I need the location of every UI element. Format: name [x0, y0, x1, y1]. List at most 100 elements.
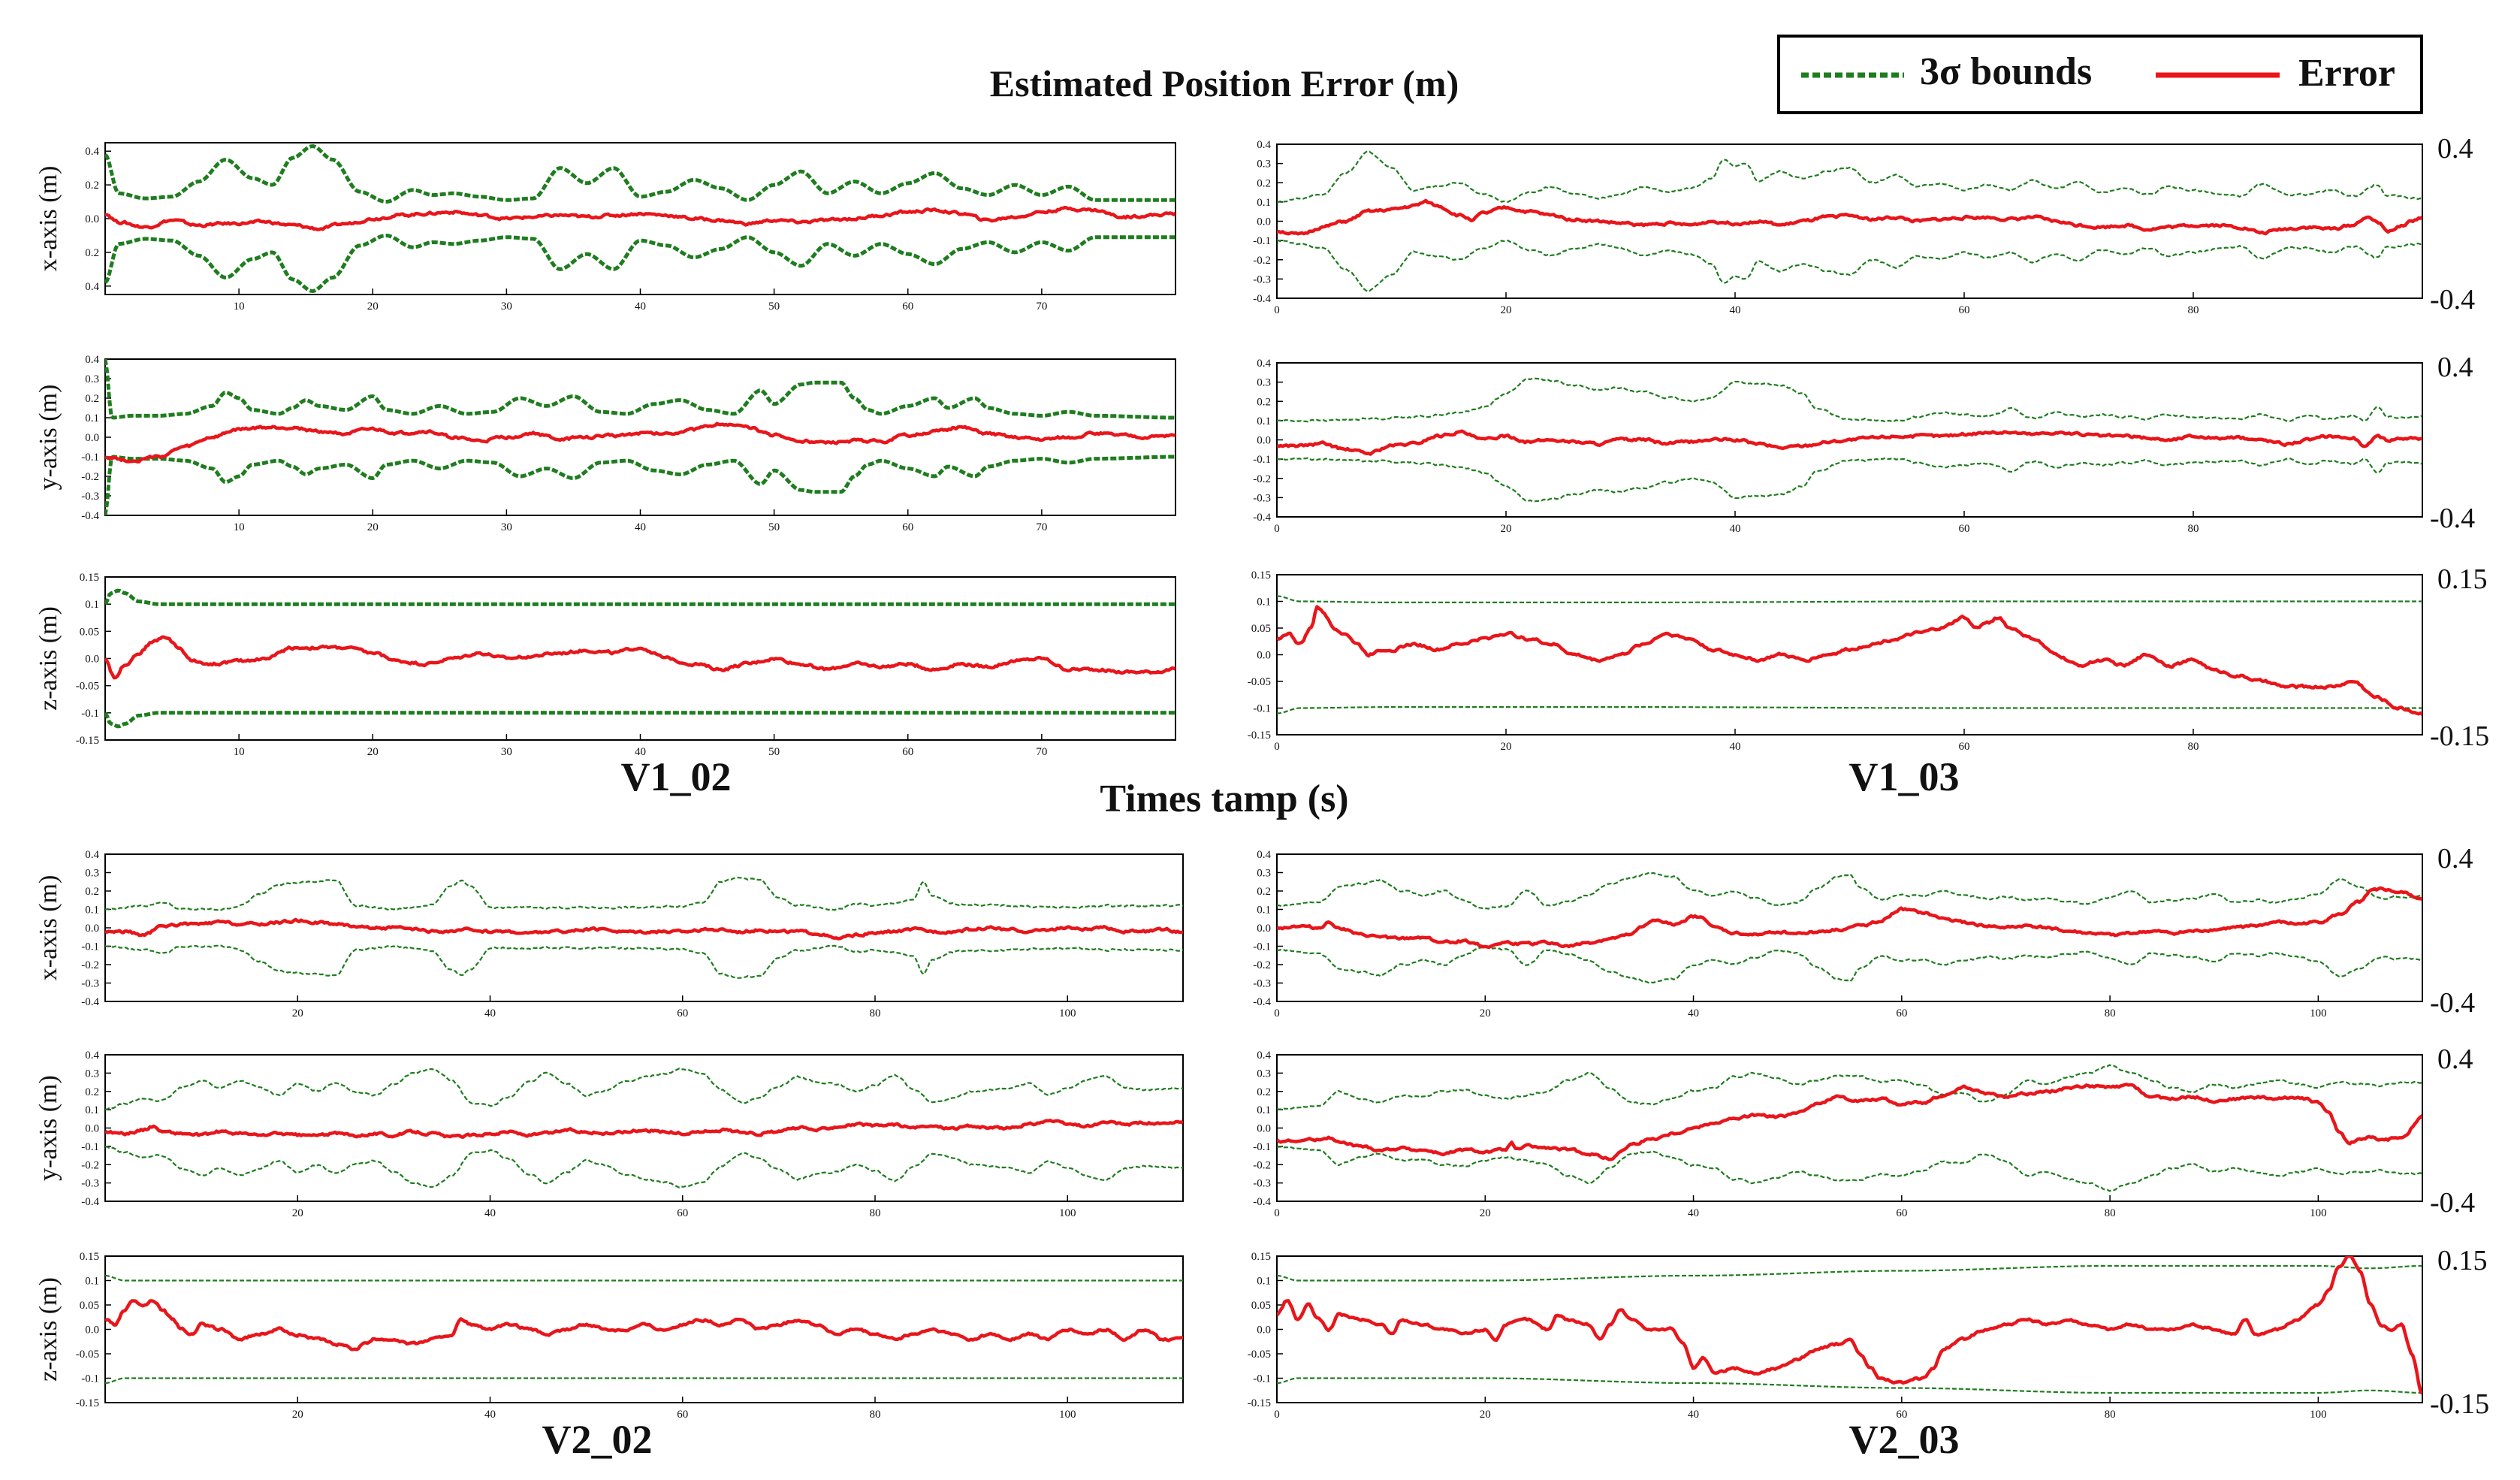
- lower-3sigma-bound: [1277, 1377, 2422, 1394]
- x-tick-label: 20: [1480, 1007, 1491, 1019]
- y-axis-label: x-axis (m): [35, 166, 62, 272]
- x-tick-label: 30: [501, 746, 512, 758]
- upper-3sigma-bound: [1277, 871, 2422, 910]
- y-tick-label: 0.1: [1257, 415, 1271, 427]
- y-tick-label: 0.05: [1251, 1300, 1271, 1312]
- plot-frame: [104, 853, 1184, 1002]
- right-ylim-min-label: -0.15: [2430, 1388, 2489, 1420]
- right-ylim-max-label: 0.15: [2437, 1245, 2488, 1276]
- y-tick-label: -0.3: [1253, 273, 1271, 285]
- x-tick-label: 100: [2310, 1207, 2327, 1219]
- y-tick-label: 0.1: [1257, 905, 1271, 917]
- y-tick-label: -0.4: [81, 1196, 99, 1208]
- y-tick-label: 0.3: [85, 868, 99, 880]
- y-tick-label: 0.15: [80, 572, 99, 584]
- error-line: [1277, 429, 2422, 456]
- x-tick-label: 40: [635, 521, 646, 533]
- y-tick-label: 0.05: [80, 626, 99, 638]
- x-tick-label: 60: [1959, 523, 1970, 535]
- x-tick-label: 80: [870, 1409, 881, 1421]
- lower-3sigma-bound: [105, 711, 1175, 729]
- error-line: [1277, 1256, 2422, 1395]
- right-ylim-min-label: -0.4: [2430, 1187, 2475, 1219]
- y-tick-label: 0.2: [1257, 396, 1271, 408]
- y-tick-label: -0.4: [1253, 1196, 1271, 1208]
- y-tick-label: -0.2: [81, 959, 99, 971]
- x-tick-label: 20: [1480, 1207, 1491, 1219]
- x-tick-label: 20: [1501, 304, 1512, 316]
- x-tick-label: 60: [902, 746, 913, 758]
- y-axis-label: y-axis (m): [35, 1075, 62, 1181]
- x-tick-label: 40: [1730, 523, 1741, 535]
- y-tick-label: 0.15: [1251, 569, 1271, 581]
- x-tick-label: 60: [677, 1207, 688, 1219]
- subfigure-v1-02: 0.40.20.00.20.410 20 30 40 50 60 70x-axis (m)0…: [35, 142, 1176, 799]
- subfigure-v2-02: 0.4 0.3 0.2 0.1 0.0 -0.1 -0.2 -0.3 -0.4 20 40 60 80 1…: [35, 849, 1184, 1462]
- y-tick-label: 0.1: [85, 1276, 99, 1288]
- y-tick-label: -0.3: [1253, 978, 1271, 990]
- x-tick-label: 60: [677, 1007, 688, 1019]
- right-ylim-min-label: -0.4: [2430, 503, 2475, 534]
- upper-3sigma-bound: [1277, 595, 2422, 603]
- right-ylim-min-label: -0.15: [2430, 720, 2489, 752]
- plot-frame: [104, 1255, 1184, 1403]
- y-tick-label: -0.1: [81, 1141, 99, 1153]
- lower-3sigma-bound: [1277, 706, 2422, 714]
- subfigure-v1-03: 0.40.30.20.10.0-0.1-0.2-0.3-0.40 20 40 60 80…: [1248, 133, 2489, 799]
- y-tick-label: 0.2: [85, 180, 99, 192]
- error-line: [1277, 605, 2422, 716]
- upper-3sigma-bound: [1277, 1064, 2422, 1110]
- x-tick-label: 60: [1896, 1409, 1907, 1421]
- y-tick-label: 0.1: [1257, 1276, 1271, 1288]
- legend: 3σ bounds Error: [1777, 35, 2423, 114]
- x-tick-label: 30: [501, 301, 512, 313]
- y-tick-label: 0.1: [1257, 597, 1271, 609]
- x-tick-label: 40: [484, 1409, 496, 1421]
- y-tick-label: -0.4: [81, 996, 99, 1008]
- lower-3sigma-bound: [105, 944, 1183, 979]
- y-tick-label: 0.4: [85, 1050, 99, 1062]
- y-tick-label: -0.1: [81, 941, 99, 953]
- y-tick-label: 0.2: [1257, 177, 1271, 189]
- x-tick-label: 30: [501, 521, 512, 533]
- lower-3sigma-bound: [1277, 946, 2422, 984]
- x-tick-label: 50: [768, 301, 780, 313]
- subfigure-title-v2-02: V2_02: [542, 1417, 653, 1462]
- x-tick-label: 20: [367, 521, 379, 533]
- error-line: [105, 917, 1183, 941]
- upper-3sigma-bound: [105, 143, 1175, 204]
- error-line: [1277, 198, 2422, 236]
- x-tick-label: 20: [292, 1007, 303, 1019]
- x-tick-label: 40: [484, 1007, 496, 1019]
- x-tick-label: 60: [1896, 1207, 1907, 1219]
- y-axis-label: z-axis (m): [35, 1277, 62, 1382]
- y-tick-label: 0.4: [1257, 849, 1271, 861]
- y-tick-label: -0.05: [1248, 1349, 1271, 1361]
- y-tick-label: 0.0: [1257, 650, 1271, 662]
- panel-v2-02-z: 0.15 0.1 0.05 0.0 -0.05 -0.1 -0.15 20 40 60 80 100 z…: [35, 1251, 1184, 1421]
- y-tick-label: -0.15: [1248, 729, 1271, 742]
- y-tick-label: 0.05: [80, 1300, 99, 1312]
- x-tick-label: 60: [1959, 304, 1970, 316]
- y-axis-label: x-axis (m): [35, 875, 62, 981]
- x-tick-label: 100: [1059, 1207, 1076, 1219]
- x-tick-label: 100: [2310, 1007, 2327, 1019]
- upper-3sigma-bound: [105, 588, 1175, 606]
- upper-3sigma-bound: [105, 877, 1183, 911]
- upper-3sigma-bound: [105, 1274, 1183, 1282]
- x-tick-label: 40: [1688, 1007, 1699, 1019]
- y-tick-label: -0.1: [81, 452, 99, 464]
- x-tick-label: 100: [1059, 1007, 1076, 1019]
- y-tick-label: 0.3: [1257, 1068, 1271, 1080]
- y-tick-label: -0.4: [1253, 512, 1271, 524]
- upper-3sigma-bound: [105, 1068, 1183, 1110]
- y-tick-label: 0.3: [1257, 377, 1271, 389]
- legend-swatches: [1801, 72, 2280, 78]
- x-tick-label: 70: [1036, 746, 1047, 758]
- y-tick-label: -0.2: [1253, 1159, 1271, 1171]
- y-tick-label: 0.2: [85, 247, 99, 259]
- y-tick-label: 0.3: [1257, 868, 1271, 880]
- x-tick-label: 60: [902, 301, 913, 313]
- panel-v1-02-y: 0.4 0.3 0.2 0.1 0.0 -0.1 -0.2 -0.3 -0.4 10 20 30 40 5…: [35, 354, 1176, 533]
- legend-error-label: Error: [2298, 52, 2395, 95]
